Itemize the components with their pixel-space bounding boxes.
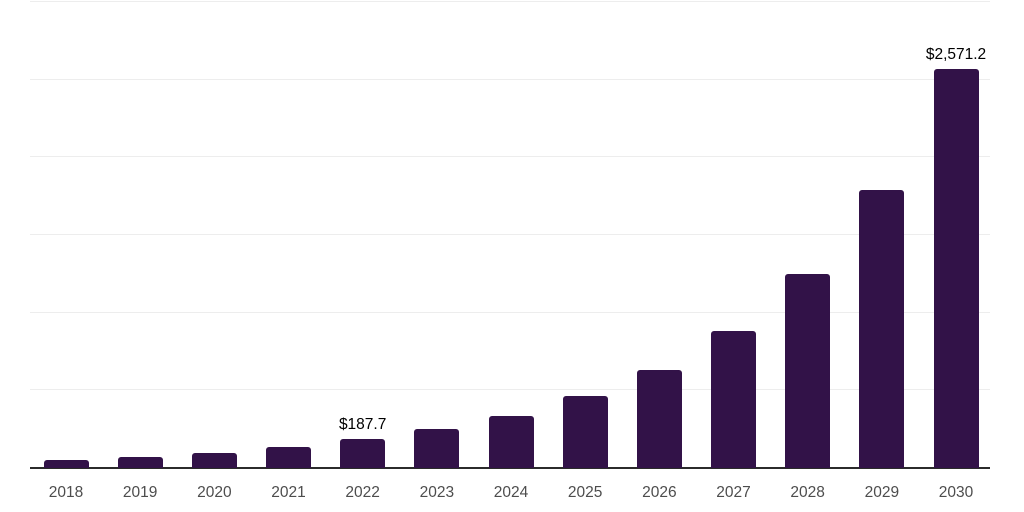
gridline-2500 <box>30 78 990 80</box>
bar-2026 <box>636 370 682 468</box>
x-tick-2030: 2030 <box>938 484 974 501</box>
gridline-1500 <box>30 234 990 235</box>
x-tick-2027: 2027 <box>716 484 751 501</box>
x-tick-2019: 2019 <box>122 484 158 501</box>
bar-2027 <box>711 331 756 468</box>
bar-2025 <box>562 396 608 468</box>
bar-2029 <box>859 190 905 468</box>
gridline-2000 <box>30 156 990 158</box>
bar-2019 <box>117 457 163 468</box>
gridline-3000 <box>30 1 990 2</box>
x-tick-2020: 2020 <box>197 484 232 501</box>
x-tick-2021: 2021 <box>271 484 306 501</box>
gridline-1000 <box>30 311 990 313</box>
x-tick-2022: 2022 <box>345 484 380 501</box>
x-tick-2026: 2026 <box>642 484 677 501</box>
x-tick-2024: 2024 <box>493 484 529 501</box>
x-axis-line <box>30 467 990 469</box>
bar-2030 <box>933 69 979 468</box>
bar-2023 <box>414 429 460 468</box>
x-tick-2025: 2025 <box>567 484 603 501</box>
gridline-500 <box>30 389 990 391</box>
x-tick-2023: 2023 <box>419 484 455 501</box>
value-label-2030: $2,571.2 <box>925 46 987 63</box>
bar-2028 <box>785 274 831 468</box>
x-tick-2028: 2028 <box>790 484 825 501</box>
x-tick-2029: 2029 <box>864 484 900 501</box>
value-label-2022: $187.7 <box>338 416 387 433</box>
bar-2021 <box>266 447 311 468</box>
bar-2020 <box>191 453 237 468</box>
x-tick-2018: 2018 <box>48 484 84 501</box>
plot-area: $187.7 $2,571.2 <box>30 0 990 469</box>
bar-2024 <box>488 416 534 468</box>
bar-2022 <box>340 439 386 468</box>
bar-2018 <box>43 460 89 468</box>
